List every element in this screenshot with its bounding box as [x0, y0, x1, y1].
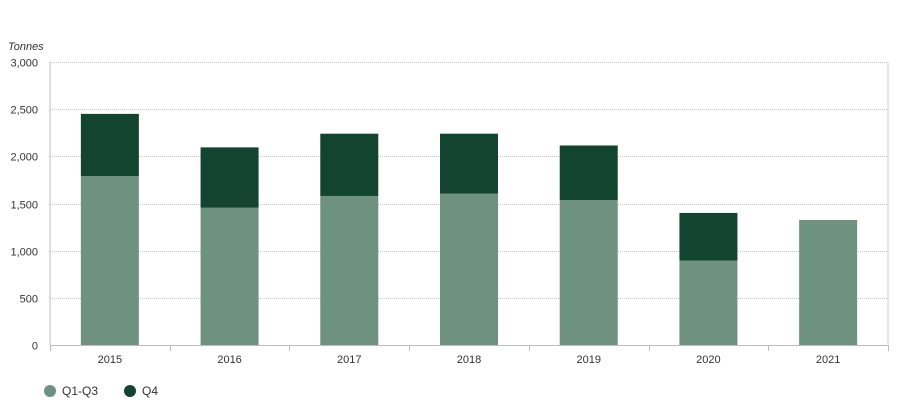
legend: Q1-Q3 Q4	[44, 384, 158, 398]
legend-label: Q1-Q3	[62, 384, 98, 398]
x-tick-label: 2016	[217, 354, 241, 366]
y-tick-label: 2,500	[10, 105, 38, 117]
bar-q1-q3-2016	[200, 207, 259, 345]
bar-q1-q3-2015	[80, 176, 139, 345]
y-tick-label: 500	[20, 294, 38, 306]
bar-q1-q3-2018	[440, 193, 498, 345]
y-tick-label: 0	[32, 341, 38, 353]
y-tick-label: 1,500	[10, 200, 38, 212]
x-tick-label: 2018	[457, 354, 481, 366]
bar-q4-2019	[559, 145, 618, 201]
x-tick-label: 2015	[98, 354, 122, 366]
y-tick-label: 1,000	[10, 247, 38, 259]
bar-q1-q3-2019	[559, 200, 618, 345]
x-axis-ticks: 2015 2016 2017 2018 2019 2020 2021	[50, 345, 889, 366]
y-axis-ticks: 0 500 1,000 1,500 2,000 2,500 3,000	[10, 58, 38, 353]
bar-q1-q3-2021	[799, 220, 858, 345]
bar-q4-2018	[440, 133, 498, 194]
bar-q1-q3-2017	[320, 195, 379, 345]
legend-label: Q4	[142, 384, 158, 398]
bar-q4-2020	[679, 212, 738, 261]
x-tick-label: 2019	[576, 354, 600, 366]
bar-q4-2016	[200, 147, 259, 208]
x-tick-label: 2020	[696, 354, 720, 366]
y-axis-unit-label: Tonnes	[8, 41, 44, 53]
legend-marker	[124, 385, 136, 397]
y-tick-label: 3,000	[10, 58, 38, 70]
bars	[80, 113, 858, 345]
x-tick-label: 2017	[337, 354, 361, 366]
x-tick-label: 2021	[816, 354, 840, 366]
y-tick-label: 2,000	[10, 152, 38, 164]
bar-q4-2017	[320, 133, 379, 196]
legend-marker	[44, 385, 56, 397]
bar-q1-q3-2020	[679, 260, 738, 345]
bar-q4-2015	[80, 113, 139, 177]
